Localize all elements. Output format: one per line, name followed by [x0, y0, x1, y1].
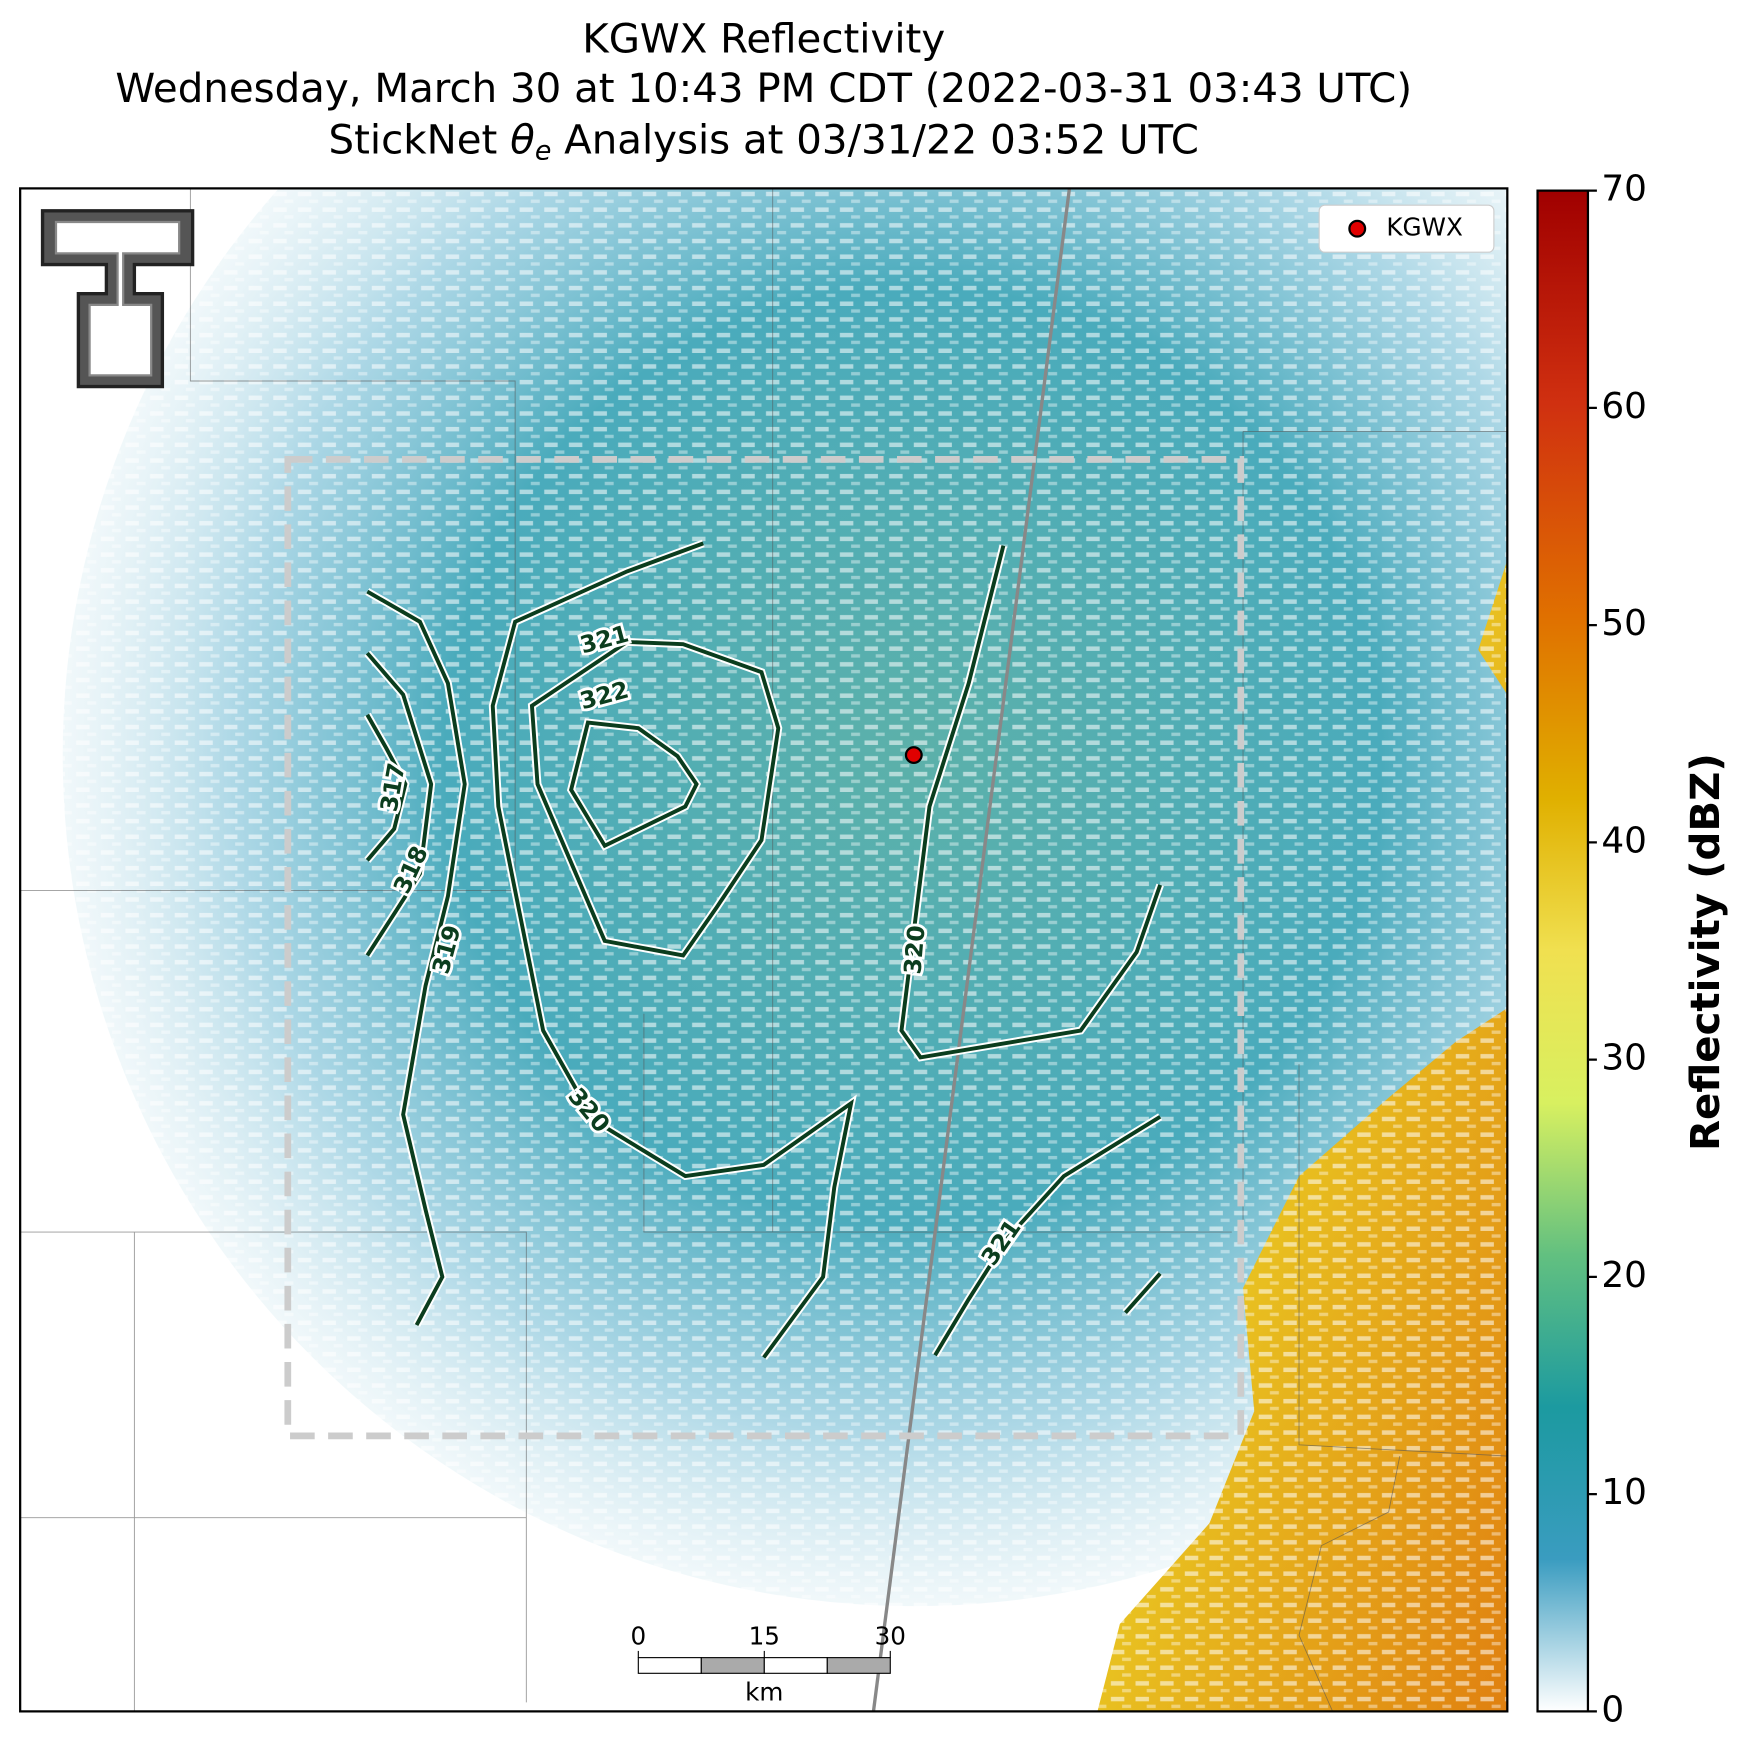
map-frame: [19, 187, 1509, 1713]
title: KGWX Reflectivity: [582, 16, 945, 63]
state-line: [871, 188, 1072, 1712]
scale-segment: [826, 1657, 891, 1674]
scale-bar: 0 15 30 km: [630, 1621, 905, 1706]
radar-site: [904, 746, 923, 764]
title-part: StickNet: [329, 116, 511, 163]
legend-marker: [1348, 219, 1367, 238]
scale-tick-label: 15: [749, 1621, 780, 1650]
contour-line: [569, 720, 699, 849]
contour-line: [1123, 1272, 1162, 1315]
logo: [40, 209, 195, 389]
colorbar-tick-label: 30: [1601, 1038, 1647, 1079]
contour-line: [529, 639, 781, 958]
colorbar-tick-label: 0: [1601, 1689, 1624, 1730]
colorbar-tick-label: 70: [1601, 169, 1647, 210]
colorbar-tick-label: 10: [1601, 1472, 1647, 1513]
analysis-title: StickNet θe Analysis at 03/31/22 03:52 U…: [329, 116, 1199, 165]
contour-label: 317: [375, 761, 411, 814]
subtitle: Wednesday, March 30 at 10:43 PM CDT (202…: [115, 65, 1412, 112]
scale-tick-label: 30: [875, 1621, 906, 1650]
colorbar-tick-label: 20: [1601, 1255, 1647, 1296]
contour-label: 320: [898, 924, 930, 975]
colorbar-tick-label: 40: [1601, 820, 1647, 861]
scale-segment: [763, 1657, 828, 1674]
scale-unit: km: [745, 1677, 783, 1706]
contour-line: [365, 713, 408, 862]
legend-label: KGWX: [1386, 213, 1463, 242]
scale-segment: [637, 1657, 702, 1674]
colorbar: [1536, 189, 1590, 1713]
analysis-domain: [284, 456, 1245, 1440]
contour-line: [899, 545, 1163, 1060]
legend: KGWX: [1318, 204, 1495, 253]
contour-line: [933, 1115, 1162, 1357]
colorbar-tick-label: 60: [1601, 386, 1647, 427]
contour-line: [490, 541, 854, 1359]
contour-line: [365, 651, 434, 957]
scale-segment: [700, 1657, 765, 1674]
colorbar-label: Reflectivity (dBZ): [1682, 753, 1729, 1151]
title-symbol: θ: [510, 116, 535, 163]
colorbar-ticks: 0 10 20 30 40 50 60 70: [1587, 169, 1647, 1730]
contour-line: [366, 589, 467, 1326]
title-subscript: e: [535, 135, 552, 166]
scale-tick-label: 0: [630, 1621, 646, 1650]
radar-texture: [20, 188, 1508, 1712]
colorbar-tick-label: 50: [1601, 603, 1647, 644]
legend-box: [1318, 204, 1495, 253]
title-part: Analysis at 03/31/22 03:52 UTC: [551, 116, 1199, 163]
